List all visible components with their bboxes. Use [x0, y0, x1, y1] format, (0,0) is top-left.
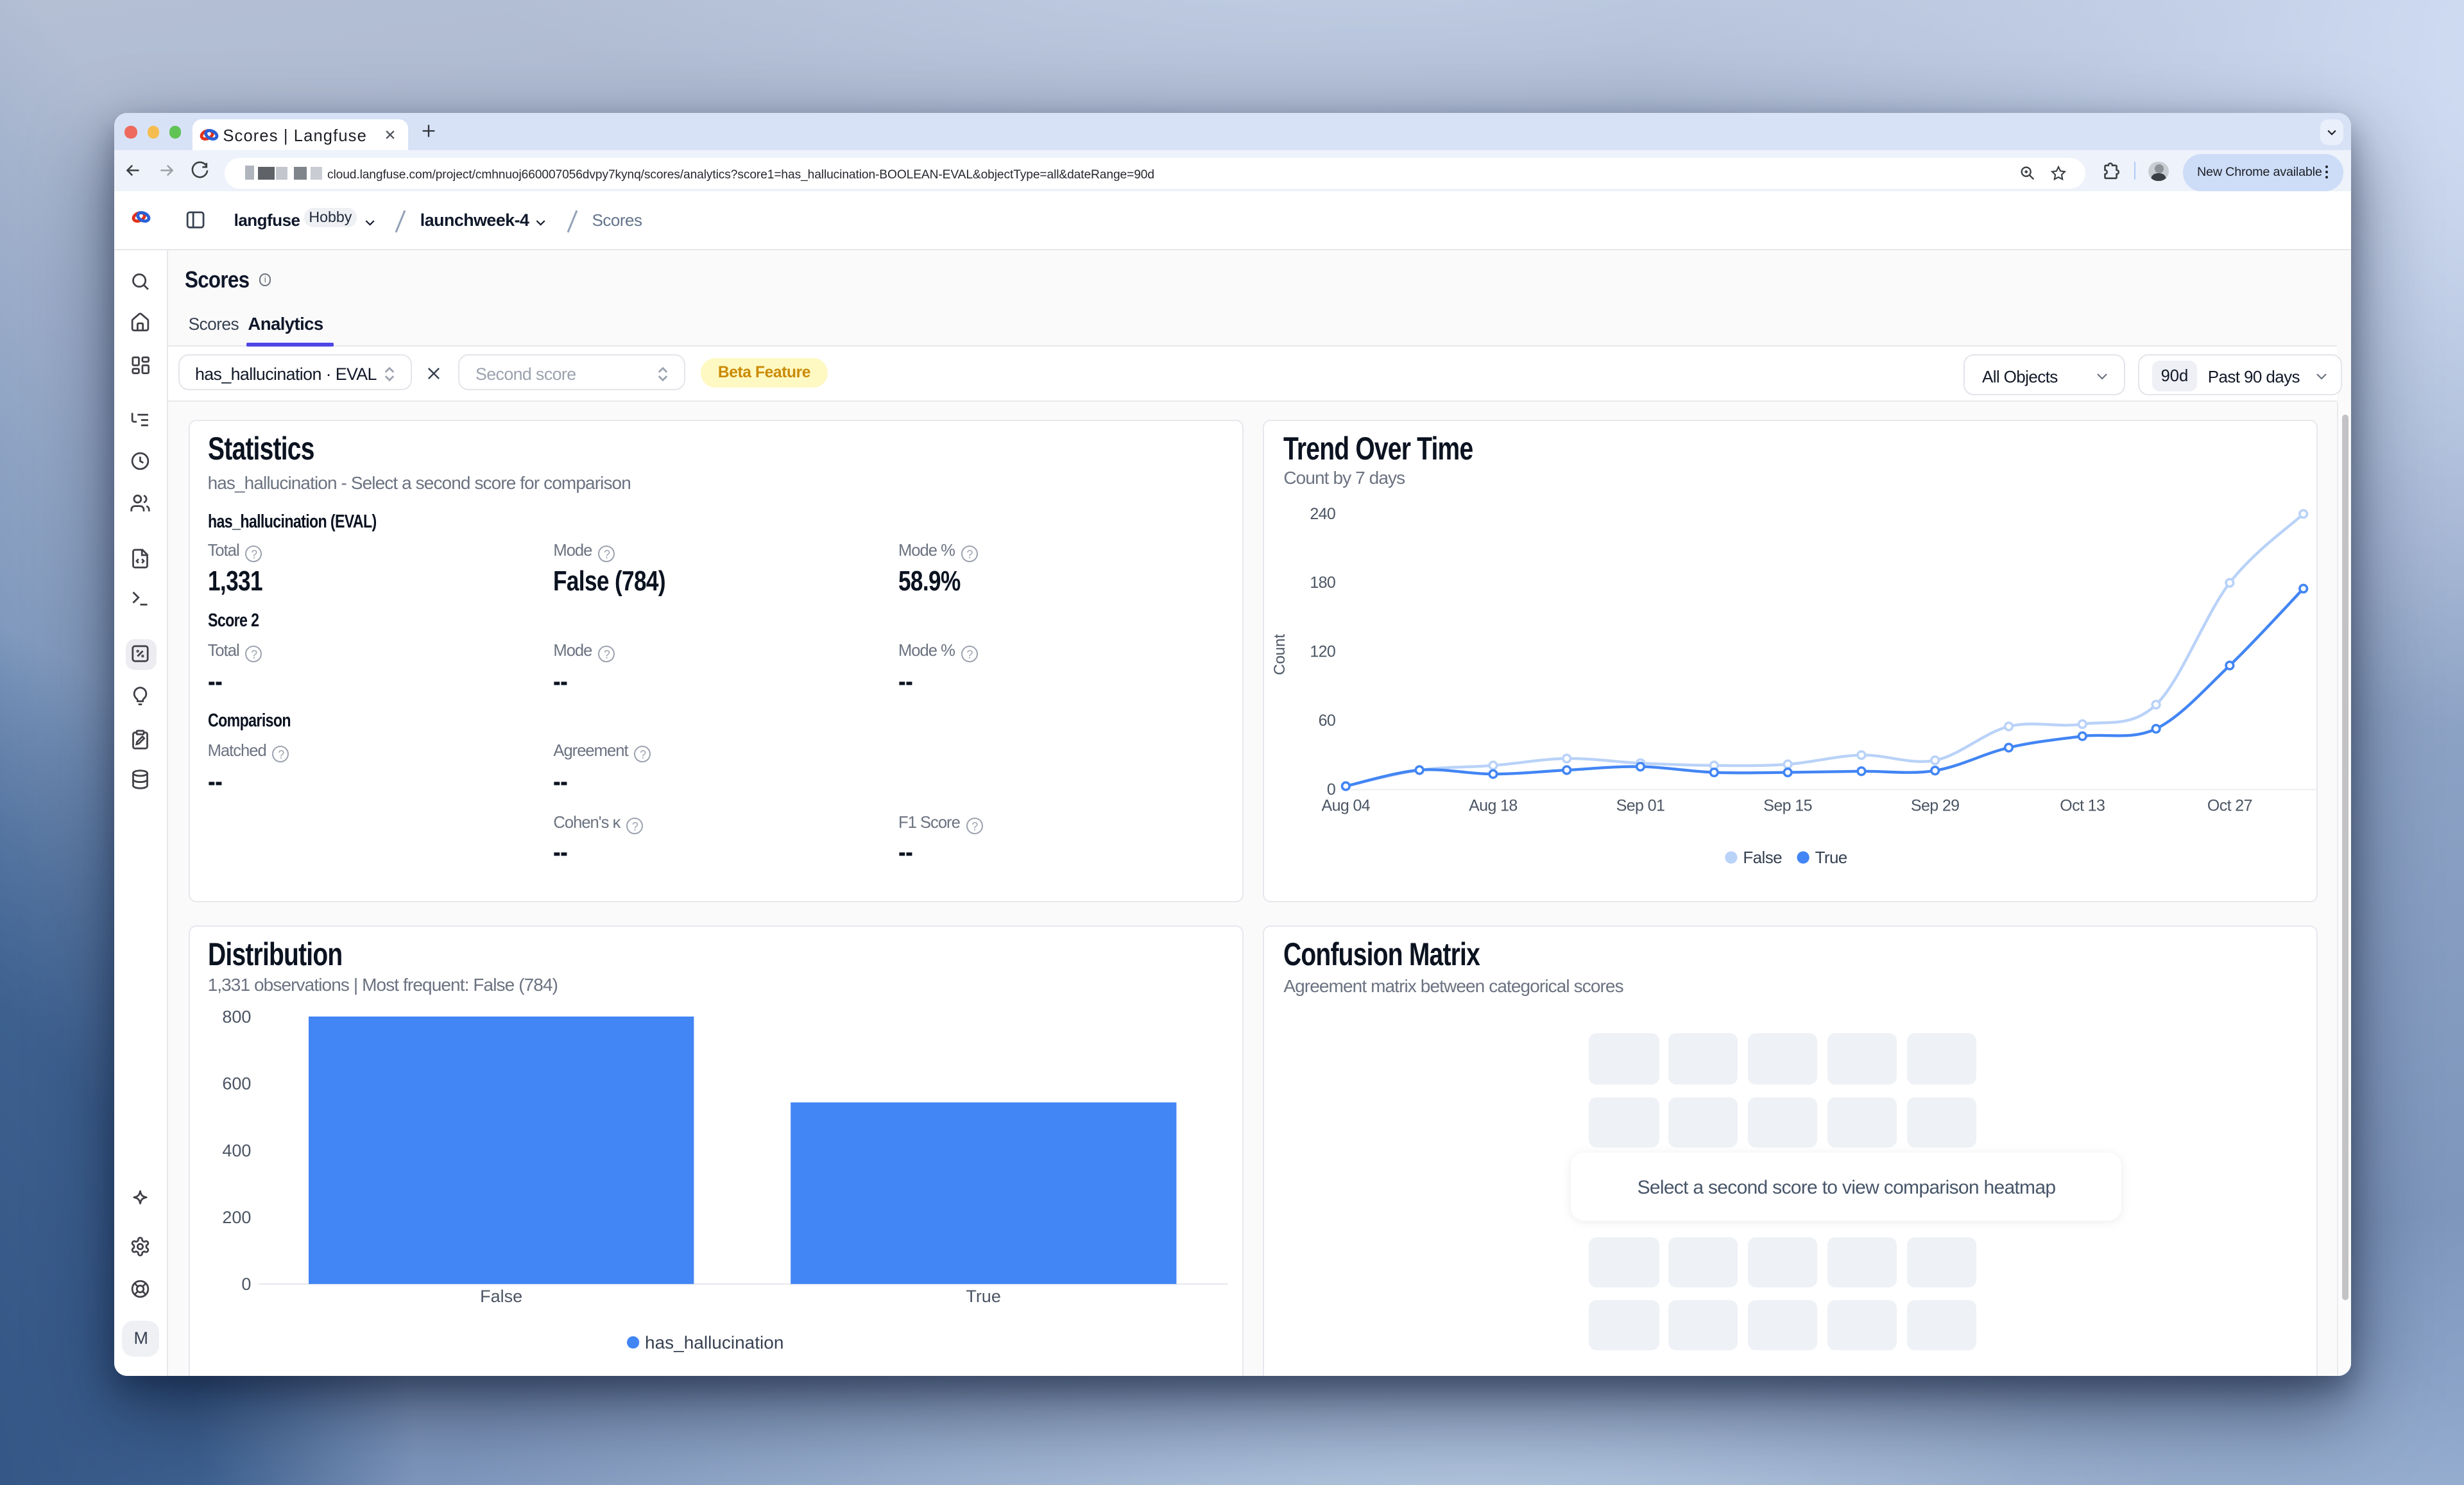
svg-text:False: False — [1743, 848, 1782, 867]
svg-text:Sep 29: Sep 29 — [1910, 796, 1959, 814]
svg-text:True: True — [1815, 848, 1847, 867]
svg-text:400: 400 — [222, 1141, 251, 1160]
svg-text:200: 200 — [222, 1208, 251, 1227]
svg-text:60: 60 — [1318, 712, 1335, 730]
svg-text:240: 240 — [1310, 504, 1335, 522]
svg-text:Oct 13: Oct 13 — [2060, 796, 2105, 814]
svg-text:Count: Count — [1271, 633, 1288, 674]
svg-text:180: 180 — [1310, 574, 1335, 592]
svg-text:0: 0 — [241, 1275, 251, 1294]
svg-text:600: 600 — [222, 1074, 251, 1094]
svg-text:Aug 04: Aug 04 — [1321, 796, 1370, 814]
svg-text:Oct 27: Oct 27 — [2207, 796, 2252, 814]
svg-text:0: 0 — [1326, 780, 1335, 798]
svg-text:800: 800 — [222, 1008, 251, 1027]
svg-text:Sep 01: Sep 01 — [1616, 796, 1664, 814]
svg-text:has_hallucination: has_hallucination — [644, 1333, 783, 1353]
svg-text:Aug 18: Aug 18 — [1469, 796, 1518, 814]
svg-text:False: False — [480, 1287, 522, 1306]
svg-text:True: True — [966, 1287, 1001, 1306]
svg-text:Sep 15: Sep 15 — [1763, 796, 1812, 814]
svg-text:120: 120 — [1310, 642, 1335, 660]
